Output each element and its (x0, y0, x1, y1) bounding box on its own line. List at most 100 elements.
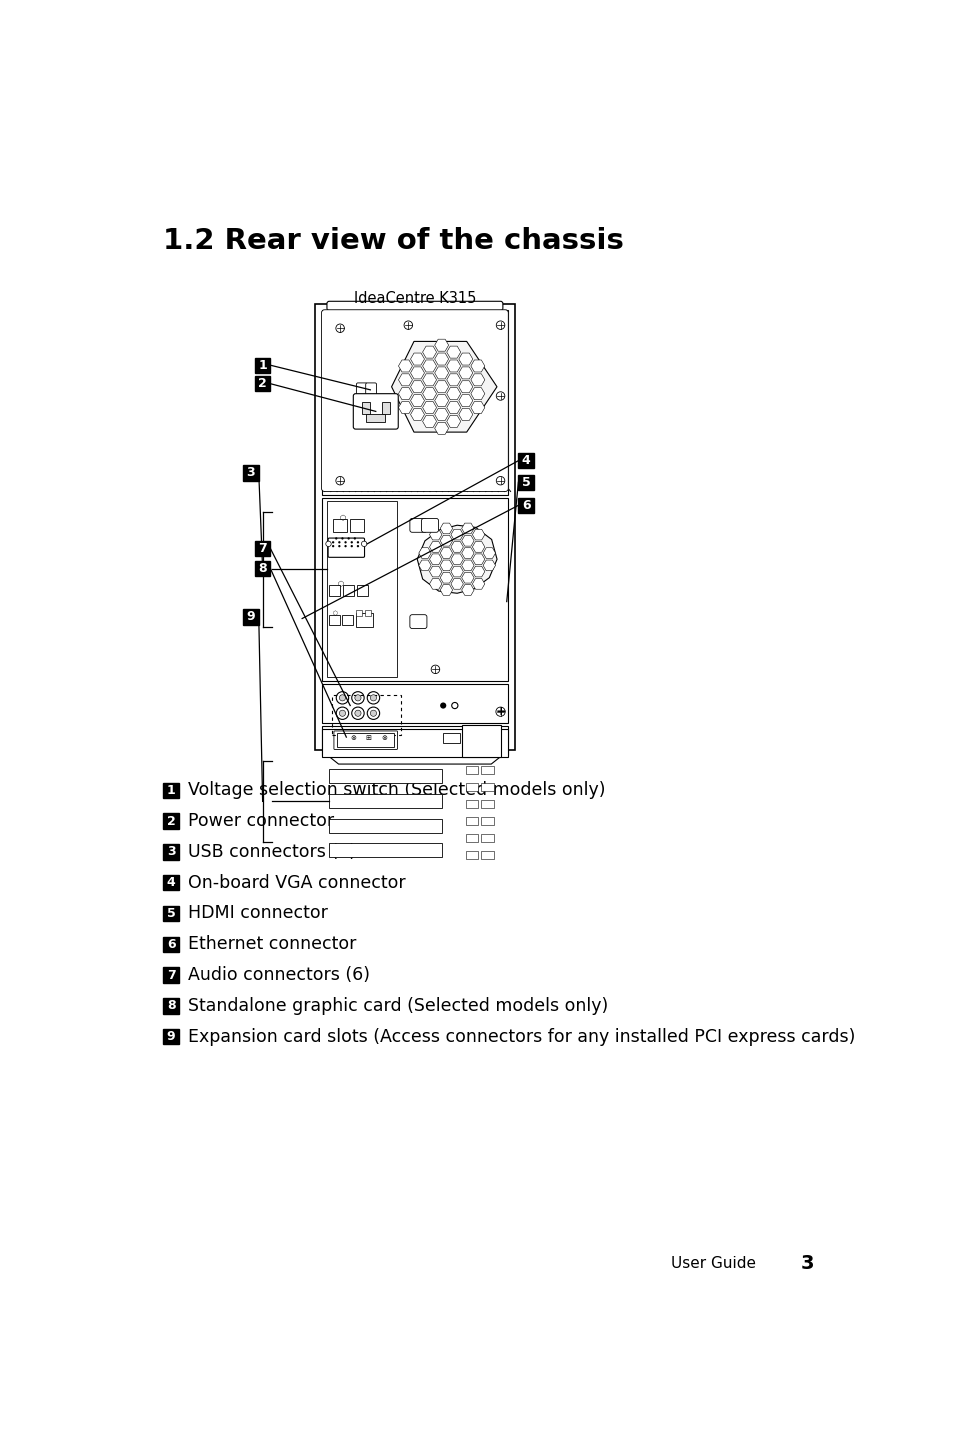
Polygon shape (435, 380, 448, 392)
Bar (163, 998, 179, 1013)
Circle shape (347, 537, 350, 540)
FancyBboxPatch shape (321, 309, 508, 491)
Bar (480, 833, 493, 842)
Bar (321, 309, 508, 495)
Text: 3: 3 (247, 466, 255, 479)
Text: +: + (495, 706, 505, 719)
Bar (356, 585, 368, 597)
Polygon shape (461, 523, 474, 534)
Polygon shape (435, 340, 448, 351)
Polygon shape (410, 367, 424, 379)
Polygon shape (323, 752, 506, 764)
Polygon shape (410, 353, 424, 364)
Bar (465, 851, 477, 858)
Text: IdeaCentre K315: IdeaCentre K315 (354, 292, 476, 306)
Bar (163, 967, 179, 983)
Text: ⬡: ⬡ (337, 581, 344, 587)
Polygon shape (471, 388, 484, 399)
Text: 1.2 Rear view of the chassis: 1.2 Rear view of the chassis (163, 227, 623, 254)
Bar (329, 770, 441, 783)
Bar (350, 520, 364, 531)
Text: Expansion card slots (Access connectors for any installed PCI express cards): Expansion card slots (Access connectors … (188, 1028, 855, 1045)
Circle shape (355, 710, 360, 716)
Circle shape (452, 703, 457, 709)
Bar (315, 303, 514, 751)
Polygon shape (472, 530, 484, 540)
Text: HDMI connector: HDMI connector (188, 905, 328, 922)
Bar (332, 694, 401, 735)
Polygon shape (398, 360, 412, 372)
Polygon shape (418, 547, 431, 559)
Bar (329, 844, 441, 857)
Polygon shape (410, 380, 424, 392)
FancyBboxPatch shape (410, 614, 427, 629)
Circle shape (339, 710, 345, 716)
Polygon shape (418, 560, 431, 571)
Polygon shape (398, 402, 412, 414)
Circle shape (332, 544, 334, 547)
Polygon shape (451, 542, 463, 552)
Polygon shape (422, 402, 436, 414)
Polygon shape (429, 566, 441, 576)
Circle shape (361, 542, 367, 546)
Bar (517, 498, 534, 513)
Bar (480, 851, 493, 858)
Polygon shape (446, 415, 460, 427)
Circle shape (496, 392, 504, 401)
Polygon shape (416, 526, 497, 594)
Polygon shape (471, 402, 484, 414)
FancyBboxPatch shape (410, 518, 427, 533)
Text: ⊞: ⊞ (365, 735, 371, 741)
Polygon shape (458, 380, 473, 392)
Bar (480, 783, 493, 791)
Bar (254, 357, 270, 373)
Polygon shape (461, 547, 474, 559)
Bar (365, 610, 371, 616)
FancyBboxPatch shape (328, 539, 364, 558)
Bar (381, 402, 390, 414)
Polygon shape (472, 553, 484, 565)
Polygon shape (435, 367, 448, 379)
Polygon shape (461, 572, 474, 584)
Bar (163, 876, 179, 890)
Text: Audio connectors (6): Audio connectors (6) (188, 966, 370, 984)
Text: 4: 4 (521, 454, 530, 468)
Polygon shape (446, 402, 460, 414)
Bar (321, 684, 508, 723)
Polygon shape (482, 547, 495, 559)
Circle shape (352, 691, 364, 704)
Polygon shape (435, 408, 448, 421)
Polygon shape (429, 542, 441, 552)
Bar (465, 800, 477, 807)
Bar (517, 475, 534, 489)
Circle shape (344, 542, 346, 543)
Bar (254, 540, 270, 556)
Text: 7: 7 (167, 968, 175, 982)
Polygon shape (472, 566, 484, 576)
Circle shape (439, 703, 446, 709)
Bar (465, 817, 477, 825)
Text: 3: 3 (801, 1255, 814, 1273)
Polygon shape (482, 560, 495, 571)
Bar (465, 767, 477, 774)
Polygon shape (391, 341, 497, 433)
Polygon shape (398, 388, 412, 399)
Circle shape (355, 694, 360, 701)
Text: Ethernet connector: Ethernet connector (188, 935, 356, 954)
Bar (355, 613, 373, 627)
Circle shape (350, 544, 353, 547)
Text: ⊗: ⊗ (350, 735, 355, 741)
Polygon shape (439, 585, 452, 595)
Polygon shape (451, 553, 463, 565)
Bar (163, 813, 179, 829)
Circle shape (496, 707, 505, 716)
Bar (329, 819, 441, 832)
Bar (465, 833, 477, 842)
Bar (254, 376, 270, 392)
Circle shape (339, 694, 345, 701)
Circle shape (335, 707, 348, 719)
Polygon shape (451, 578, 463, 590)
Polygon shape (446, 373, 460, 386)
Text: User Guide: User Guide (671, 1256, 756, 1272)
Text: 1: 1 (258, 359, 267, 372)
